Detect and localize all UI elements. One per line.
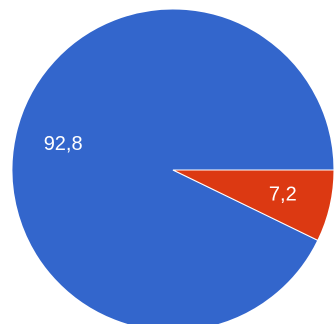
pie-slices <box>11 8 334 324</box>
pie-slice-label-1: 7,2 <box>269 184 297 206</box>
pie-slice-label-0: 92,8 <box>44 133 83 155</box>
pie-slice-0 <box>11 8 334 324</box>
pie-slice-labels: 92,8 7,2 <box>44 133 297 206</box>
